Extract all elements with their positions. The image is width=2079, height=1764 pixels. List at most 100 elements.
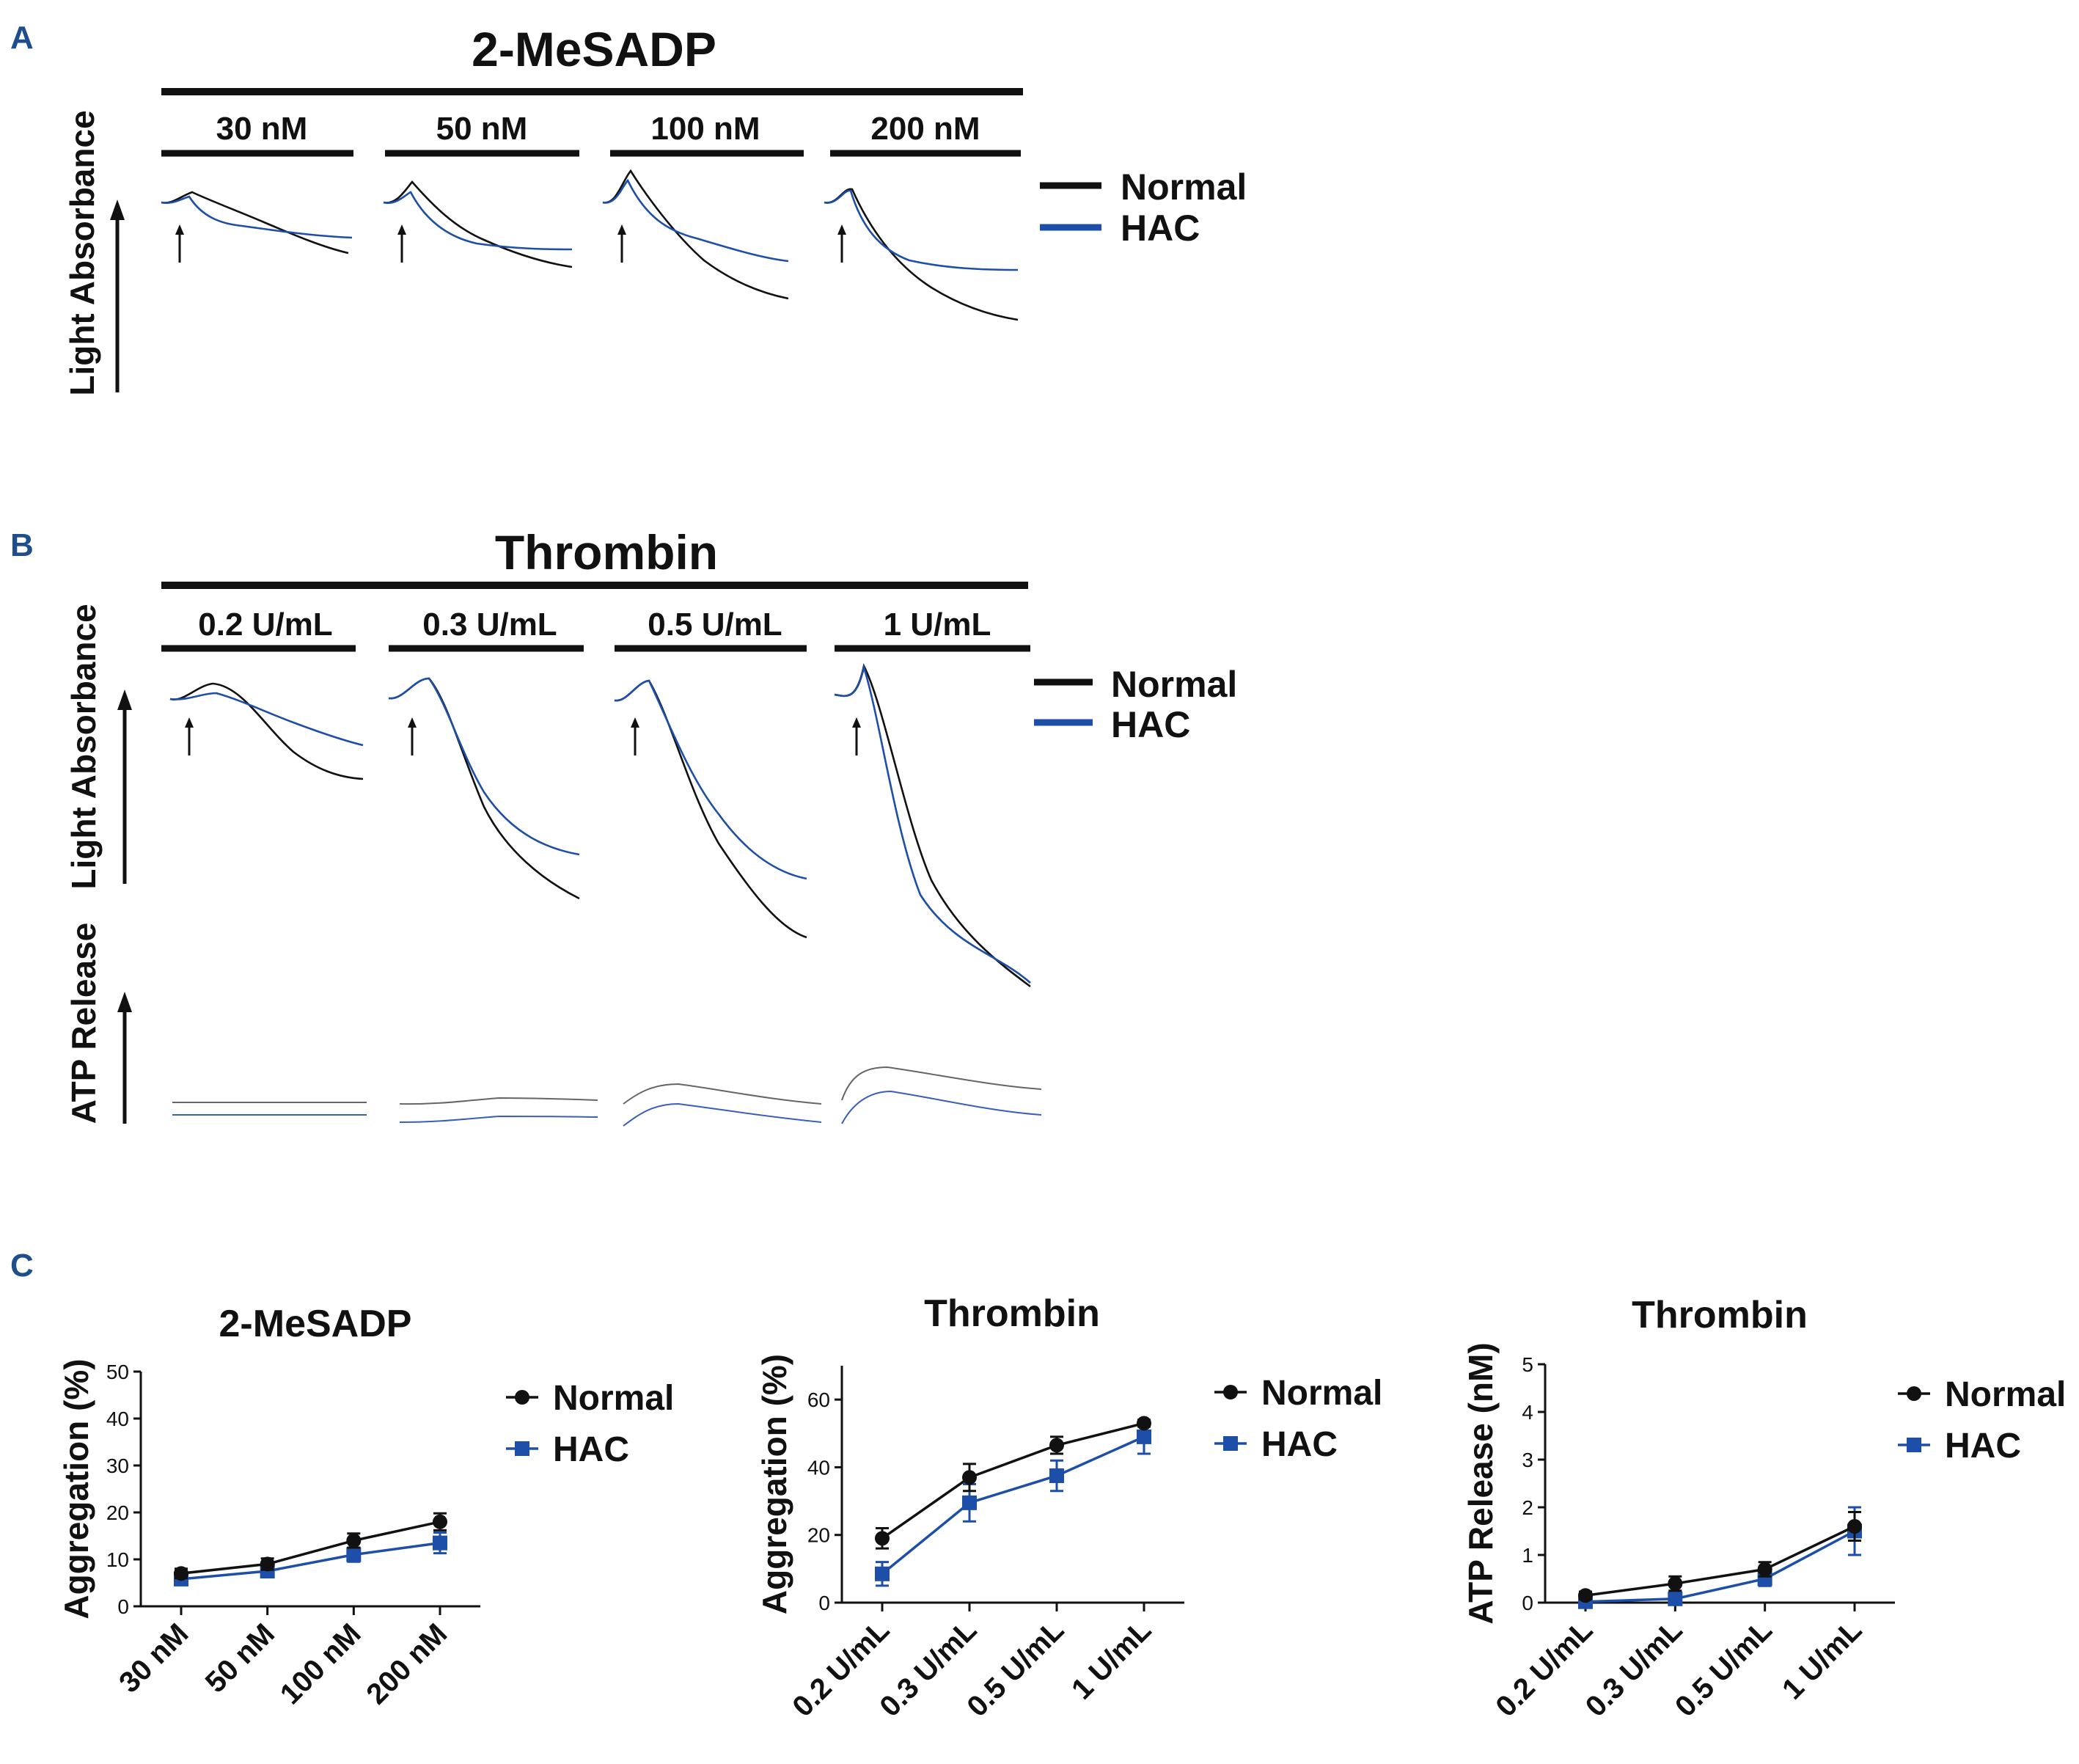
data-point-normal [346, 1533, 362, 1548]
panel-letter-b: B [10, 527, 34, 563]
legend-marker [1223, 1436, 1238, 1451]
panel-letter-c: C [10, 1248, 34, 1284]
data-point-normal [174, 1566, 188, 1581]
series-line-normal [1585, 1525, 1855, 1597]
y-tick-label: 40 [807, 1456, 830, 1479]
panel-a-traces [161, 169, 1019, 321]
chart-title: Thrombin [1632, 1294, 1808, 1336]
y-tick-label: 0 [818, 1592, 830, 1614]
data-point-hac [1049, 1468, 1064, 1483]
y-tick-label: 5 [1522, 1353, 1533, 1376]
y-tick-label: 50 [106, 1361, 129, 1383]
panel-letter-a: A [10, 20, 34, 56]
panel-b-legend: Normal HAC [1034, 664, 1237, 745]
panel-a-conc-label: 50 nM [436, 111, 528, 147]
legend-hac-label: HAC [1121, 208, 1200, 249]
data-point-normal [260, 1556, 275, 1572]
chart-ylabel: Aggregation (%) [755, 1354, 793, 1614]
data-point-hac [962, 1495, 977, 1510]
legend-label: Normal [1261, 1374, 1382, 1413]
atp-trace-hac [399, 1115, 598, 1123]
x-tick-label: 1 U/mL [1776, 1614, 1868, 1705]
legend-normal-label: Normal [1111, 664, 1237, 705]
data-point-normal [875, 1531, 890, 1546]
data-point-normal [1049, 1438, 1064, 1453]
atp-trace-normal [841, 1066, 1042, 1101]
trace-hac [602, 178, 789, 263]
trace-hac [388, 677, 580, 856]
y-tick-label: 4 [1522, 1401, 1533, 1424]
atp-trace-hac [623, 1102, 822, 1127]
addition-arrowhead [185, 717, 194, 728]
panel-b-conc-headers: 0.2 U/mL 0.3 U/mL 0.5 U/mL 1 U/mL [161, 607, 1030, 652]
panel-b-conc-label: 1 U/mL [884, 607, 991, 643]
legend-marker [1907, 1386, 1921, 1401]
panel-a-legend: Normal HAC [1040, 166, 1247, 249]
panel-a-conc-label: 100 nM [650, 111, 760, 147]
atp-trace-normal [399, 1097, 598, 1105]
trace-normal [824, 188, 1019, 321]
panel-b-y-arrowhead-top [117, 689, 132, 710]
addition-arrowhead [408, 717, 417, 728]
y-tick-label: 2 [1522, 1496, 1533, 1519]
addition-arrowhead [631, 717, 639, 728]
panel-b-ylabel-bottom: ATP Release [65, 923, 103, 1124]
trace-hac [614, 679, 807, 880]
y-tick-label: 20 [807, 1524, 830, 1547]
trace-normal [834, 663, 1031, 988]
panel-b-atp-traces [172, 1066, 1042, 1127]
series-line-normal [180, 1520, 441, 1575]
legend-normal-label: Normal [1121, 166, 1247, 208]
legend-marker [1907, 1438, 1921, 1452]
panel-b-conc-label: 0.5 U/mL [648, 607, 782, 643]
addition-arrowhead [852, 717, 861, 728]
trace-hac [824, 189, 1019, 271]
trace-normal [383, 180, 573, 268]
chart-ylabel: Aggregation (%) [57, 1358, 95, 1619]
trace-hac [161, 195, 353, 239]
y-tick-label: 40 [106, 1408, 129, 1430]
series-line-hac [881, 1435, 1145, 1575]
data-point-normal [962, 1470, 977, 1485]
y-tick-label: 20 [106, 1501, 129, 1524]
data-point-normal [1668, 1576, 1683, 1591]
panel-a-ylabel-text: Light Absorbance [63, 110, 101, 395]
chart-1: 2-MeSADP Aggregation (%) 0 10 20 30 40 50 30 nM 5… [57, 1303, 674, 1710]
trace-normal [169, 682, 364, 780]
data-point-normal [1847, 1519, 1862, 1534]
data-point-hac [346, 1547, 362, 1562]
y-tick-label: 0 [117, 1595, 129, 1618]
panel-a-ylabel: Light Absorbance [63, 110, 125, 396]
panel-b-title: Thrombin [495, 525, 718, 579]
panel-a-conc-headers: 30 nM 50 nM 100 nM 200 nM [161, 111, 1021, 157]
legend-label: HAC [1945, 1427, 2021, 1465]
x-tick-label: 100 nM [274, 1617, 367, 1710]
addition-arrowhead [837, 224, 846, 235]
chart-ylabel: ATP Release (nM) [1462, 1342, 1500, 1624]
trace-normal [388, 677, 580, 900]
legend-label: HAC [553, 1430, 629, 1469]
x-tick-label: 200 nM [360, 1617, 453, 1710]
trace-hac [834, 663, 1031, 984]
data-point-hac [1137, 1429, 1151, 1444]
x-tick-label: 0.3 U/mL [1580, 1614, 1689, 1723]
x-tick-label: 1 U/mL [1066, 1614, 1157, 1705]
y-tick-label: 1 [1522, 1544, 1533, 1567]
x-tick-label: 30 nM [113, 1617, 194, 1699]
chart-title: Thrombin [924, 1292, 1100, 1335]
panel-b-conc-label: 0.3 U/mL [422, 607, 557, 643]
panel-a-y-arrowhead [110, 200, 125, 220]
data-point-hac [875, 1566, 890, 1581]
x-tick-label: 0.2 U/mL [1489, 1614, 1599, 1723]
legend-marker [515, 1441, 529, 1456]
panel-a-conc-label: 30 nM [216, 111, 308, 147]
y-tick-label: 60 [807, 1388, 830, 1411]
x-tick-label: 0.5 U/mL [1669, 1614, 1778, 1723]
legend-label: Normal [553, 1379, 674, 1418]
panel-b-conc-label: 0.2 U/mL [198, 607, 332, 643]
trace-normal [161, 191, 349, 255]
